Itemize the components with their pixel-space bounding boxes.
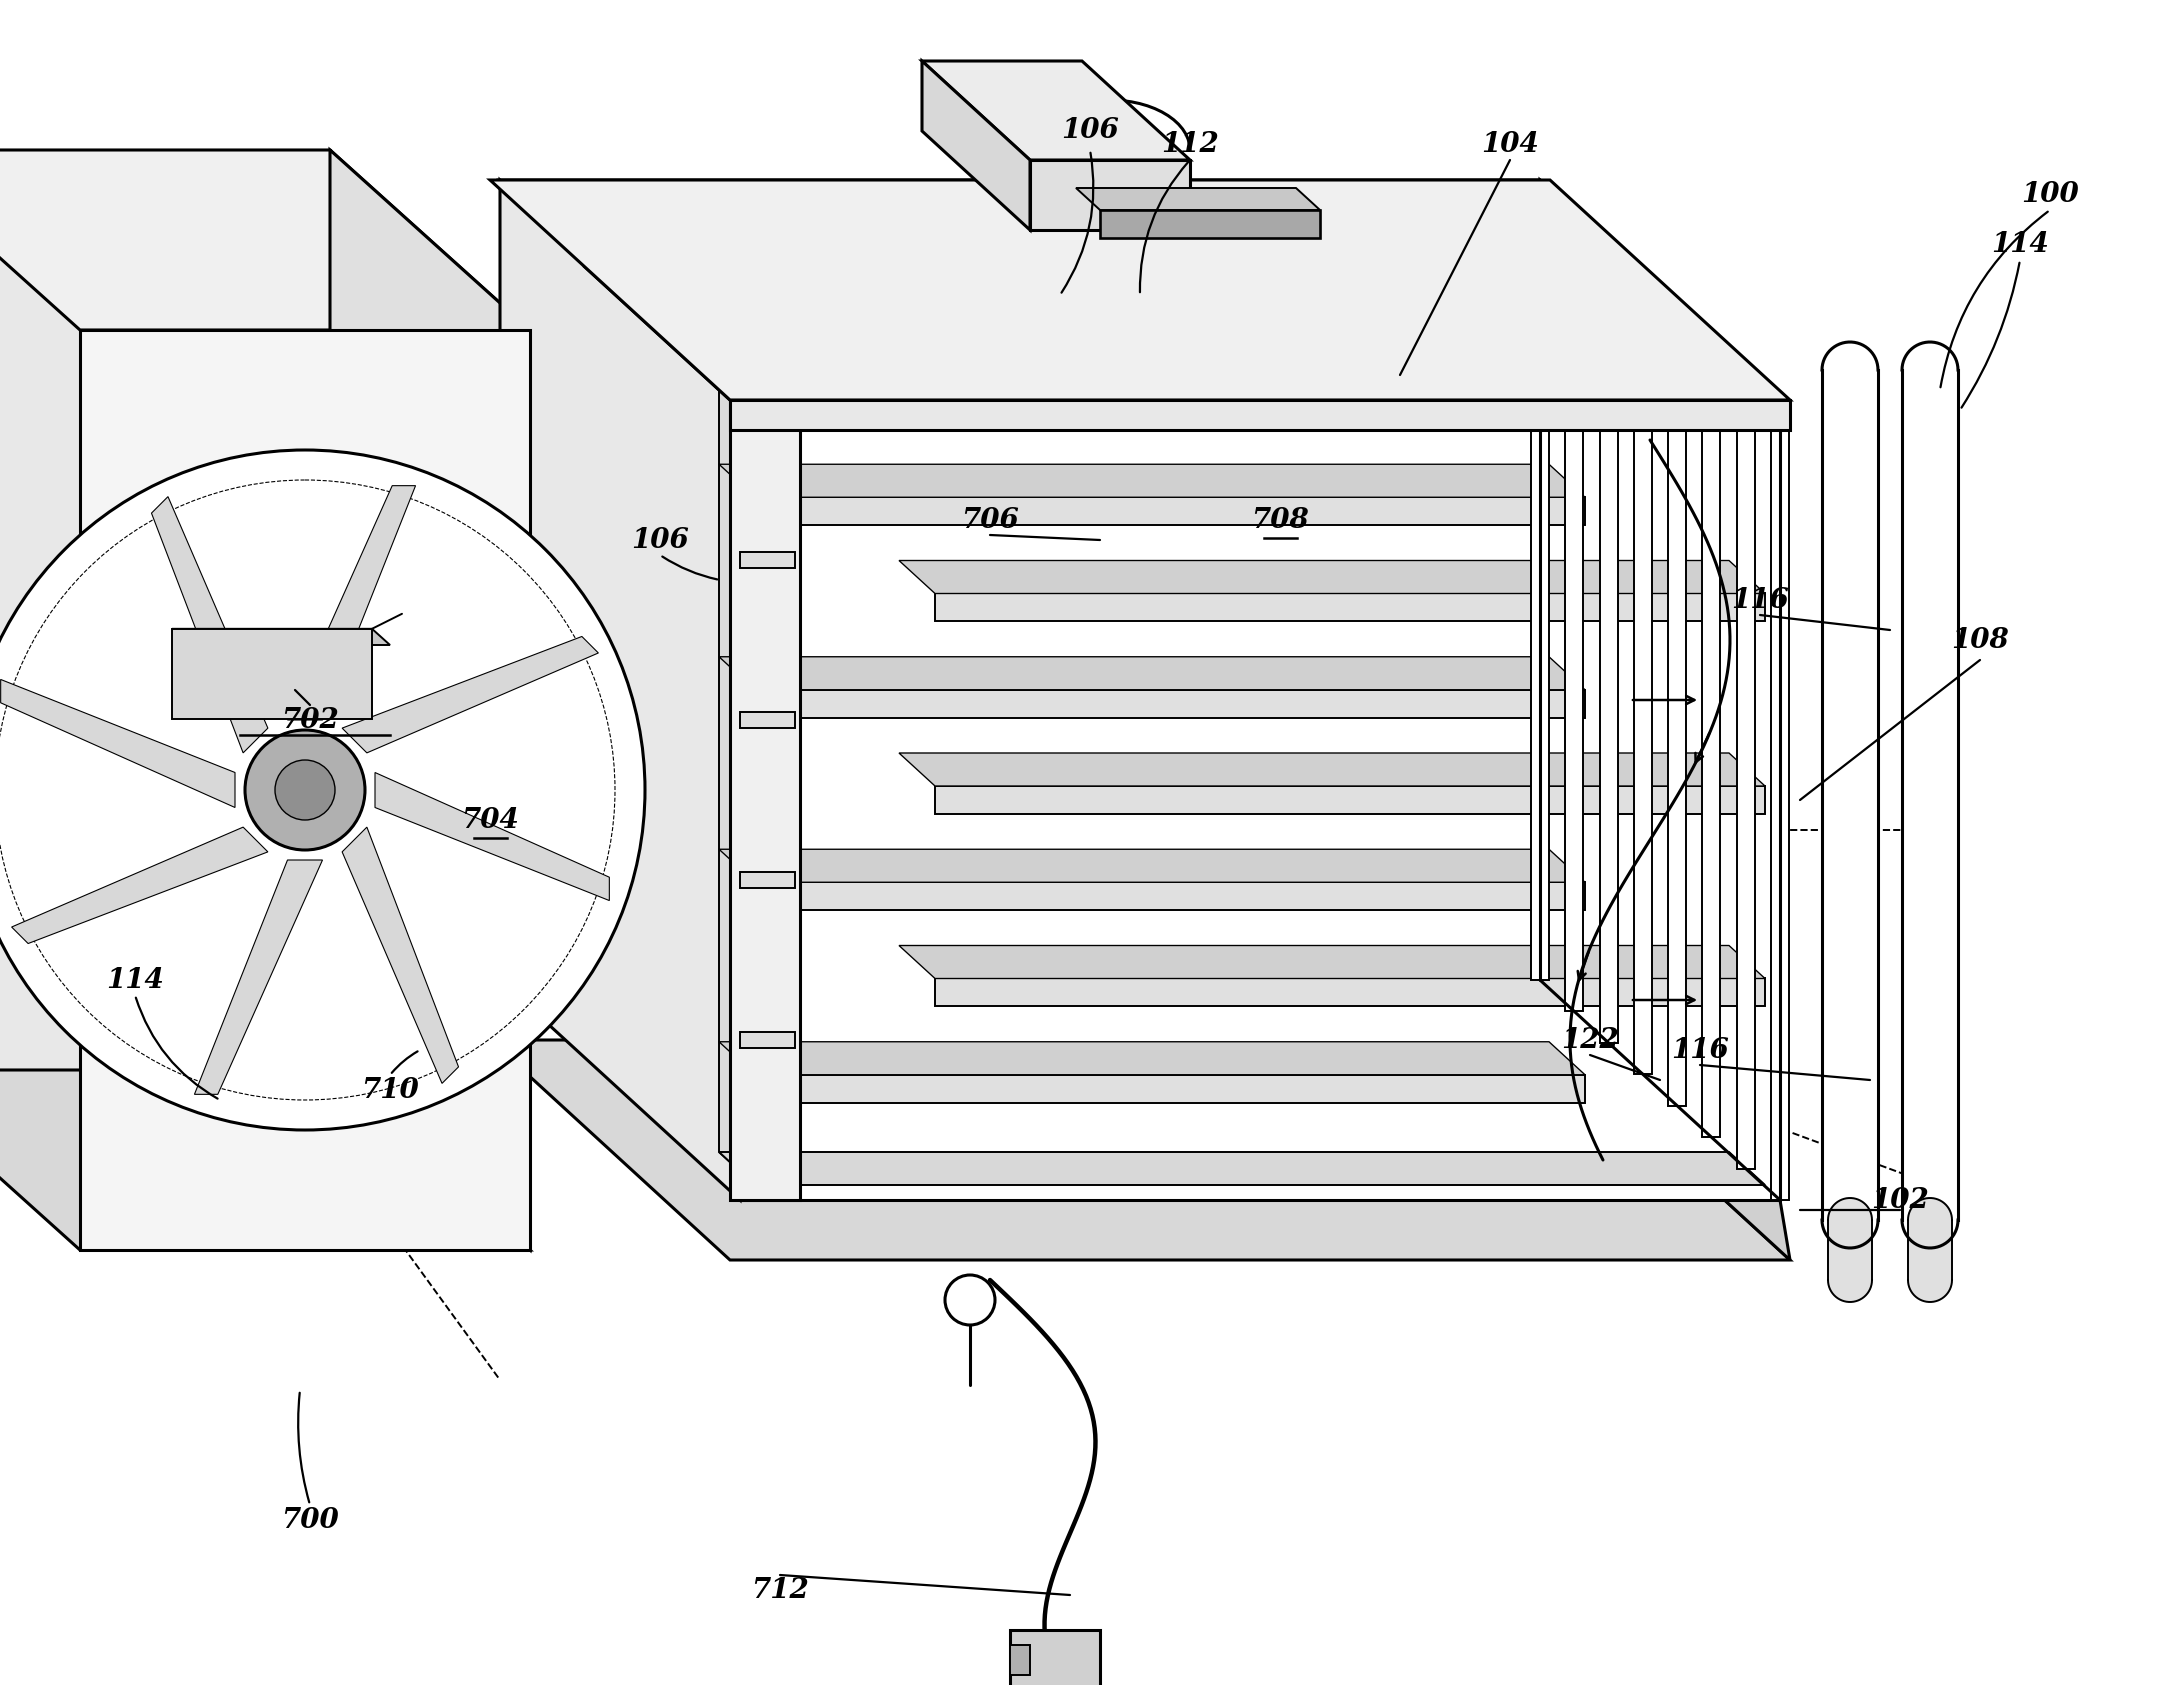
Polygon shape — [921, 61, 1030, 229]
Polygon shape — [1823, 371, 1877, 1220]
Text: 704: 704 — [462, 807, 518, 834]
Polygon shape — [0, 150, 331, 1070]
Polygon shape — [172, 629, 372, 719]
Polygon shape — [501, 180, 1779, 399]
Polygon shape — [1100, 211, 1320, 238]
Polygon shape — [1908, 1220, 1951, 1281]
Polygon shape — [1599, 243, 1618, 1043]
Polygon shape — [719, 465, 1586, 497]
Text: 702: 702 — [281, 706, 340, 733]
Polygon shape — [1901, 342, 1958, 371]
Polygon shape — [342, 827, 460, 1083]
Polygon shape — [1566, 211, 1583, 1011]
Polygon shape — [375, 772, 610, 900]
Polygon shape — [741, 873, 795, 888]
Polygon shape — [730, 399, 1790, 430]
Polygon shape — [756, 689, 1586, 718]
Polygon shape — [1634, 275, 1651, 1075]
Polygon shape — [934, 979, 1764, 1006]
Polygon shape — [194, 859, 322, 1094]
Text: 108: 108 — [1951, 627, 2008, 654]
Text: 708: 708 — [1250, 507, 1309, 534]
Circle shape — [274, 760, 335, 821]
Polygon shape — [1771, 399, 1788, 1200]
Polygon shape — [921, 61, 1189, 160]
Polygon shape — [490, 1040, 1790, 1260]
Text: 116: 116 — [1732, 586, 1788, 613]
Circle shape — [945, 1276, 995, 1324]
Text: 712: 712 — [751, 1577, 808, 1604]
Text: 114: 114 — [107, 967, 163, 994]
Polygon shape — [730, 399, 799, 1200]
Text: 106: 106 — [1061, 116, 1119, 143]
Polygon shape — [900, 753, 1764, 785]
Polygon shape — [342, 637, 599, 753]
Text: 700: 700 — [281, 1506, 340, 1533]
Polygon shape — [287, 485, 416, 719]
Polygon shape — [490, 180, 1790, 399]
Polygon shape — [152, 497, 268, 753]
Polygon shape — [0, 150, 529, 330]
Polygon shape — [756, 497, 1586, 526]
Polygon shape — [1827, 1198, 1873, 1220]
Polygon shape — [1540, 180, 1779, 1200]
Polygon shape — [756, 1075, 1586, 1102]
Polygon shape — [1703, 337, 1721, 1137]
Polygon shape — [741, 553, 795, 568]
Polygon shape — [756, 883, 1586, 910]
Polygon shape — [331, 150, 529, 1250]
Circle shape — [244, 730, 366, 849]
Polygon shape — [719, 849, 1586, 883]
Polygon shape — [586, 268, 799, 399]
Polygon shape — [1823, 1220, 1877, 1249]
Polygon shape — [1011, 1629, 1100, 1685]
Circle shape — [0, 450, 645, 1131]
Polygon shape — [11, 827, 268, 944]
Text: 100: 100 — [2021, 182, 2078, 209]
Polygon shape — [1901, 1220, 1958, 1249]
Text: 104: 104 — [1481, 131, 1540, 158]
Text: 710: 710 — [362, 1077, 418, 1104]
Polygon shape — [0, 1070, 529, 1250]
Text: 114: 114 — [1991, 231, 2049, 258]
Polygon shape — [741, 713, 795, 728]
Polygon shape — [172, 629, 390, 645]
Polygon shape — [900, 561, 1764, 593]
Polygon shape — [719, 657, 1586, 689]
Text: 116: 116 — [1671, 1036, 1729, 1063]
Polygon shape — [0, 679, 235, 807]
Polygon shape — [934, 593, 1764, 622]
Polygon shape — [900, 945, 1764, 979]
Polygon shape — [501, 180, 741, 1200]
Polygon shape — [1531, 180, 1549, 981]
Polygon shape — [719, 382, 756, 1185]
Text: 112: 112 — [1161, 131, 1220, 158]
Text: 706: 706 — [960, 507, 1019, 534]
Polygon shape — [1827, 1220, 1873, 1281]
Polygon shape — [81, 330, 529, 1250]
Polygon shape — [741, 399, 1779, 1200]
Polygon shape — [1908, 1281, 1951, 1303]
Polygon shape — [1030, 160, 1189, 229]
Polygon shape — [719, 1041, 1586, 1075]
Polygon shape — [1823, 342, 1877, 371]
Text: 106: 106 — [632, 526, 688, 553]
Polygon shape — [1668, 305, 1686, 1105]
Text: 122: 122 — [1562, 1026, 1618, 1053]
Polygon shape — [1908, 1198, 1951, 1220]
Polygon shape — [1540, 981, 1790, 1260]
Polygon shape — [719, 1153, 1764, 1185]
Polygon shape — [741, 1031, 795, 1048]
Polygon shape — [934, 785, 1764, 814]
Polygon shape — [1901, 371, 1958, 1220]
Text: 102: 102 — [1871, 1186, 1930, 1213]
Polygon shape — [1736, 369, 1755, 1169]
Polygon shape — [1827, 1281, 1873, 1303]
Polygon shape — [1011, 1645, 1030, 1675]
Polygon shape — [1076, 189, 1320, 211]
